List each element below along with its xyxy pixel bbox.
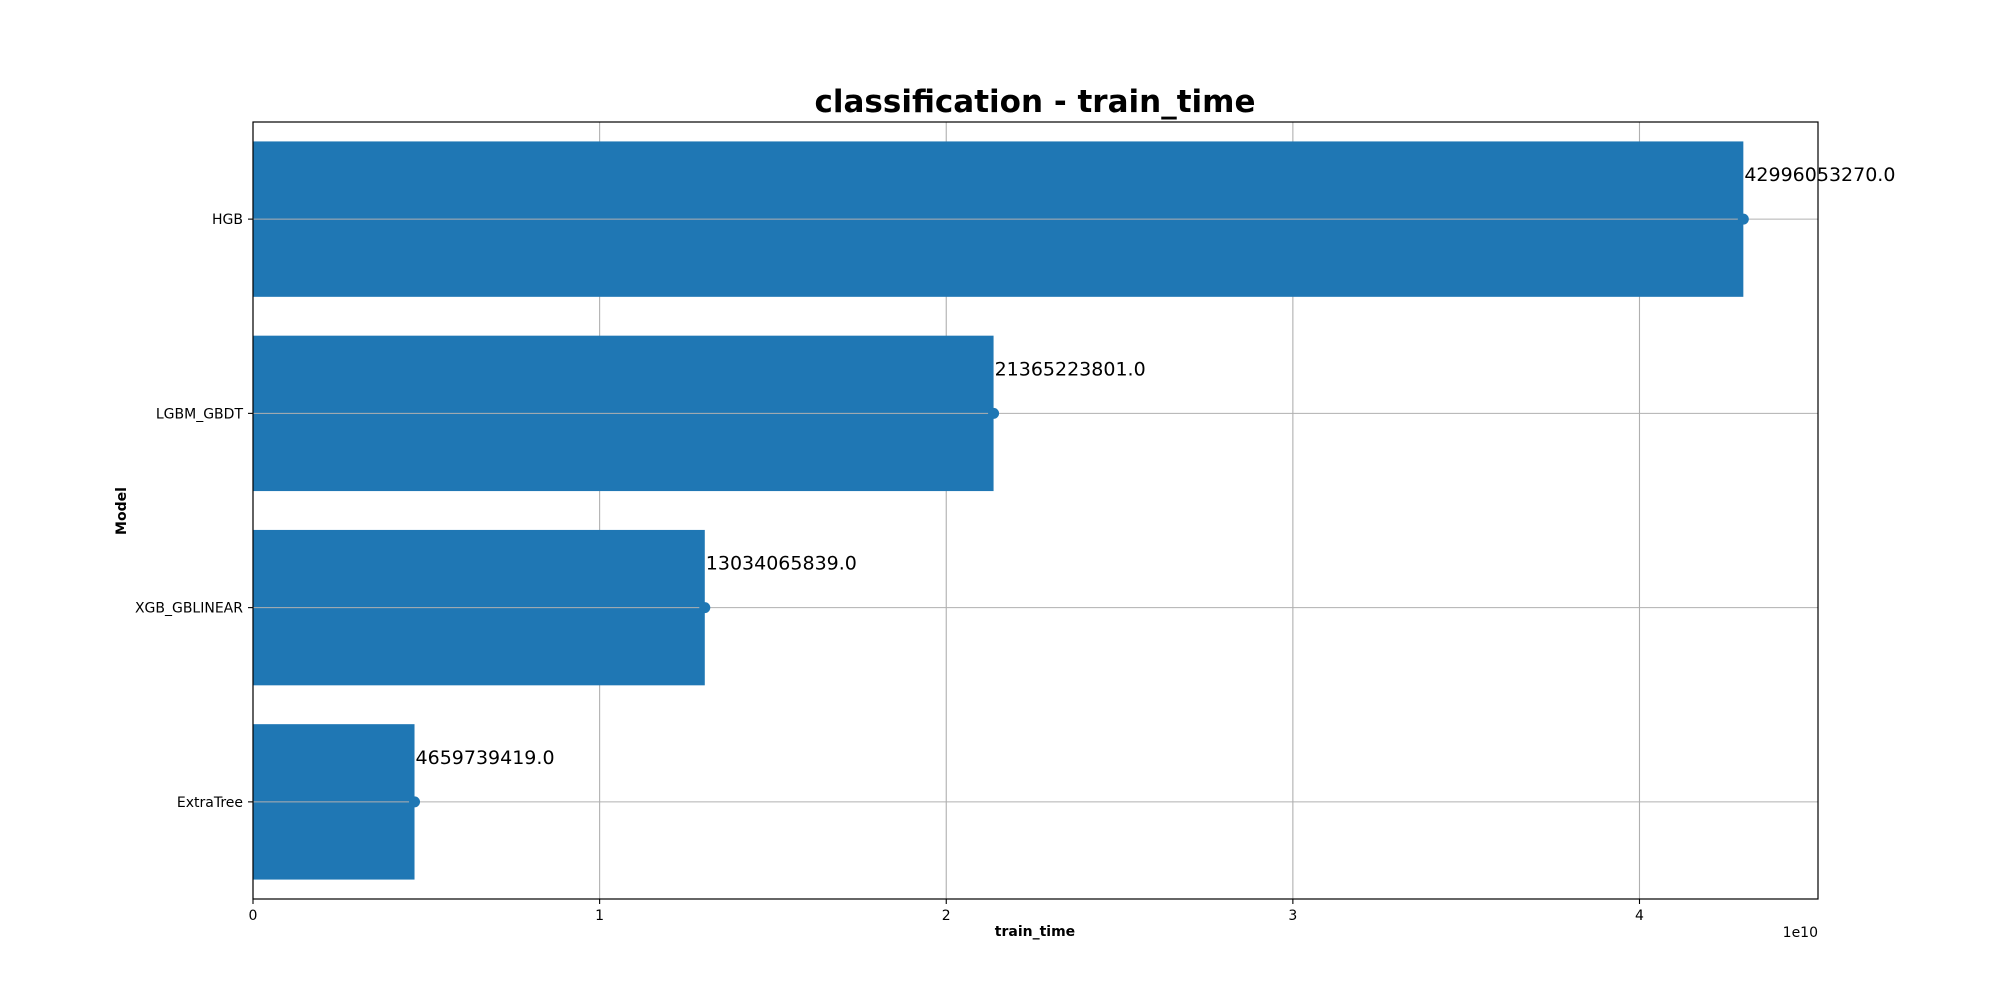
- bar-end-marker: [699, 602, 711, 614]
- data-label: 42996053270.0: [1744, 164, 1895, 186]
- x-tick-label: 2: [942, 908, 951, 924]
- bar-end-marker: [1737, 213, 1749, 225]
- bar-end-markers: [409, 213, 1749, 808]
- data-label: 13034065839.0: [706, 553, 857, 575]
- x-tick-label: 1: [595, 908, 604, 924]
- axes-frame: [252, 121, 1819, 900]
- y-axis-label: Model: [114, 487, 130, 535]
- x-axis-label: train_time: [995, 924, 1075, 940]
- chart-title: classification - train_time: [815, 84, 1256, 120]
- data-label: 21365223801.0: [995, 358, 1146, 380]
- y-tick-label: HGB: [212, 212, 243, 228]
- y-axis-ticks: HGB LGBM_GBDT XGB_GBLINEAR ExtraTree: [135, 212, 253, 811]
- bar-end-marker: [409, 796, 421, 808]
- y-tick-label: LGBM_GBDT: [156, 406, 244, 422]
- x-tick-label: 3: [1288, 908, 1297, 924]
- x-axis-ticks: 0 1 2 3 4: [249, 899, 1644, 924]
- x-tick-label: 0: [249, 908, 258, 924]
- y-tick-label: XGB_GBLINEAR: [135, 601, 243, 617]
- y-tick-label: ExtraTree: [177, 795, 243, 811]
- data-labels: 42996053270.0 21365223801.0 13034065839.0 4…: [416, 164, 1896, 769]
- data-label: 4659739419.0: [416, 747, 555, 769]
- x-axis-offset-label: 1e10: [1783, 925, 1818, 941]
- x-tick-label: 4: [1635, 908, 1644, 924]
- category-grid-lines: [253, 218, 1818, 803]
- bar-end-marker: [988, 407, 1000, 419]
